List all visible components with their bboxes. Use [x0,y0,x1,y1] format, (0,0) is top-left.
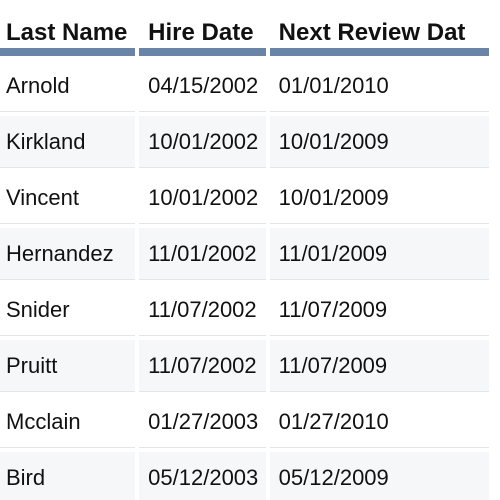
cell-next-review-date: 01/01/2010 [269,60,489,112]
cell-last-name: Hernandez [0,228,136,280]
cell-next-review-date: 05/12/2009 [269,452,489,500]
employee-table: Last Name Hire Date Next Review Dat Arno… [0,8,493,500]
cell-next-review-date: 11/07/2009 [269,284,489,336]
cell-hire-date: 11/07/2002 [139,340,266,392]
table-row[interactable]: Pruitt 11/07/2002 11/07/2009 [0,340,489,392]
table-body: Arnold 04/15/2002 01/01/2010 Kirkland 10… [0,60,489,500]
cell-hire-date: 10/01/2002 [139,116,266,168]
cell-hire-date: 01/27/2003 [139,396,266,448]
cell-next-review-date: 01/27/2010 [269,396,489,448]
cell-last-name: Arnold [0,60,136,112]
table-row[interactable]: Kirkland 10/01/2002 10/01/2009 [0,116,489,168]
cell-next-review-date: 11/01/2009 [269,228,489,280]
cell-last-name: Kirkland [0,116,136,168]
column-header-hire-date[interactable]: Hire Date [139,12,266,56]
cell-hire-date: 04/15/2002 [139,60,266,112]
table-row[interactable]: Arnold 04/15/2002 01/01/2010 [0,60,489,112]
table-row[interactable]: Mcclain 01/27/2003 01/27/2010 [0,396,489,448]
table-header-row: Last Name Hire Date Next Review Dat [0,12,489,56]
cell-last-name: Snider [0,284,136,336]
column-header-last-name[interactable]: Last Name [0,12,136,56]
cell-next-review-date: 10/01/2009 [269,172,489,224]
cell-last-name: Mcclain [0,396,136,448]
cell-next-review-date: 11/07/2009 [269,340,489,392]
table-row[interactable]: Snider 11/07/2002 11/07/2009 [0,284,489,336]
column-header-next-review-date[interactable]: Next Review Dat [269,12,489,56]
cell-hire-date: 10/01/2002 [139,172,266,224]
cell-next-review-date: 10/01/2009 [269,116,489,168]
cell-last-name: Vincent [0,172,136,224]
cell-hire-date: 05/12/2003 [139,452,266,500]
table-row[interactable]: Bird 05/12/2003 05/12/2009 [0,452,489,500]
cell-last-name: Pruitt [0,340,136,392]
table-header: Last Name Hire Date Next Review Dat [0,12,489,56]
cell-hire-date: 11/01/2002 [139,228,266,280]
table-row[interactable]: Vincent 10/01/2002 10/01/2009 [0,172,489,224]
table-row[interactable]: Hernandez 11/01/2002 11/01/2009 [0,228,489,280]
cell-last-name: Bird [0,452,136,500]
cell-hire-date: 11/07/2002 [139,284,266,336]
